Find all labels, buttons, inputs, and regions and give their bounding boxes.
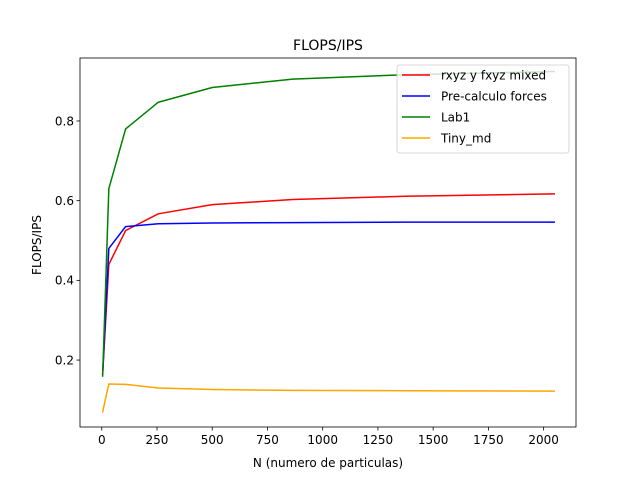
x-tick-label-5: 1250 xyxy=(363,433,394,447)
y-tick-label-1: 0.4 xyxy=(55,274,74,288)
x-tick-label-6: 1500 xyxy=(418,433,449,447)
legend: rxyz y fxyz mixed Pre-calculo forces Lab1 T… xyxy=(396,64,570,154)
x-tick-label-7: 1750 xyxy=(473,433,504,447)
axes-frame xyxy=(79,57,577,428)
y-axis-label: FLOPS/IPS xyxy=(30,215,44,275)
x-tick-label-3: 750 xyxy=(256,433,279,447)
x-tick-label-2: 500 xyxy=(201,433,224,447)
legend-box xyxy=(396,64,570,154)
x-tick-label-1: 250 xyxy=(146,433,169,447)
legend-label-1: Pre-calculo forces xyxy=(441,89,547,103)
x-axis-label: N (numero de particulas) xyxy=(253,456,403,470)
legend-label-0: rxyz y fxyz mixed xyxy=(441,68,546,82)
x-tick-label-4: 1000 xyxy=(307,433,338,447)
series-line-2 xyxy=(101,70,556,377)
x-tick-label-8: 2000 xyxy=(528,433,559,447)
y-tick-label-0: 0.2 xyxy=(55,353,74,367)
series-line-1 xyxy=(101,221,555,375)
y-tick-label-2: 0.6 xyxy=(55,194,74,208)
series-line-3 xyxy=(101,383,555,413)
legend-label-2: Lab1 xyxy=(441,110,470,124)
plot-area: 0 250 500 750 1000 1250 1500 1750 2000 0.2 0.4 0.6 0… xyxy=(55,57,577,447)
y-tick-label-3: 0.8 xyxy=(55,114,74,128)
legend-label-3: Tiny_md xyxy=(440,131,491,145)
x-tick-label-0: 0 xyxy=(98,433,106,447)
series-line-0 xyxy=(101,193,556,375)
chart-title: FLOPS/IPS xyxy=(293,38,363,54)
